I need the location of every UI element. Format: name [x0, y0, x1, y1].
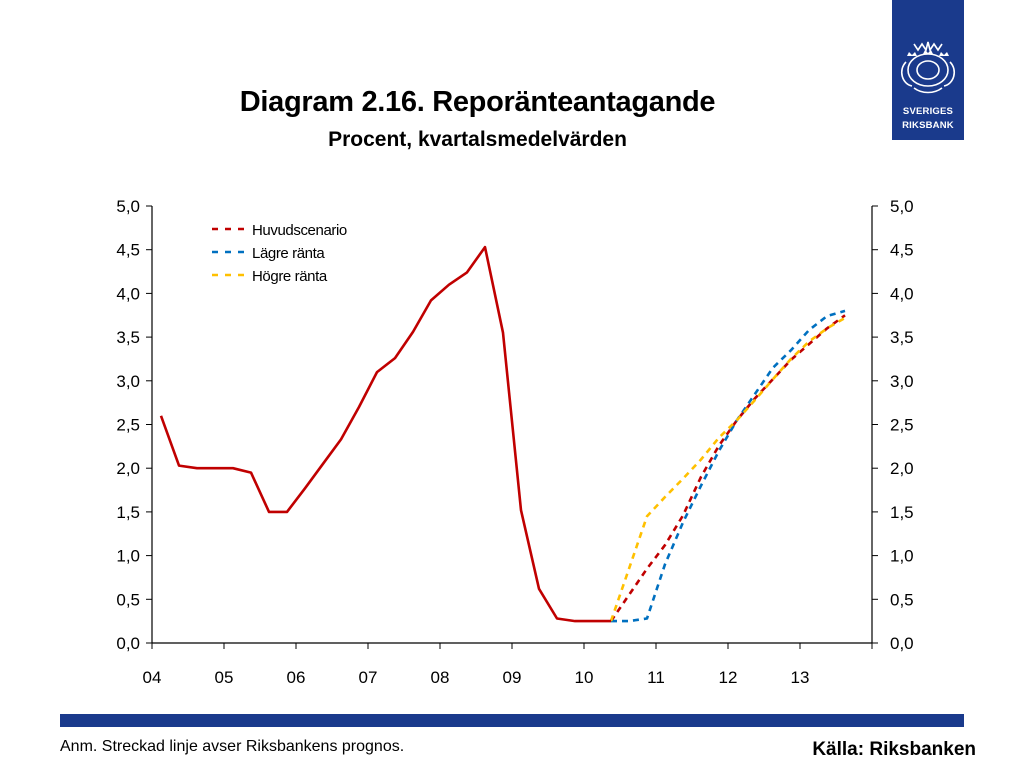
y-tick-label-right: 1,0: [890, 547, 914, 566]
legend-label: Lägre ränta: [252, 245, 325, 262]
y-tick-label-right: 4,0: [890, 284, 914, 303]
legend-label: Högre ränta: [252, 268, 328, 285]
series-line-outcome: [159, 245, 611, 623]
x-tick-label: 08: [431, 668, 450, 687]
y-tick-label-right: 5,0: [890, 197, 914, 216]
y-tick-label-left: 0,5: [116, 590, 140, 609]
y-tick-label-right: 3,0: [890, 372, 914, 391]
y-tick-label-right: 1,5: [890, 503, 914, 522]
y-tick-label-left: 1,5: [116, 503, 140, 522]
y-tick-label-right: 0,5: [890, 590, 914, 609]
x-tick-label: 05: [215, 668, 234, 687]
footnote: Anm. Streckad linje avser Riksbankens pr…: [60, 738, 405, 755]
y-tick-label-left: 3,5: [116, 328, 140, 347]
chart-subtitle: Procent, kvartalsmedelvärden: [328, 128, 627, 151]
source-label: Källa: Riksbanken: [812, 739, 976, 760]
chart-title: Diagram 2.16. Reporänteantagande: [239, 86, 716, 118]
crest-icon: [900, 41, 956, 94]
y-tick-label-right: 2,5: [890, 416, 914, 435]
x-tick-label: 10: [575, 668, 594, 687]
logo-line-1: SVERIGES: [902, 106, 954, 117]
y-tick-label-left: 2,0: [116, 459, 140, 478]
x-tick-label: 04: [143, 668, 162, 687]
x-tick-label: 06: [287, 668, 306, 687]
x-tick-label: 13: [791, 668, 810, 687]
y-tick-label-left: 4,0: [116, 284, 140, 303]
x-tick-label: 11: [647, 668, 665, 687]
series-line-forecast: [609, 314, 846, 622]
y-tick-label-right: 2,0: [890, 459, 914, 478]
x-tick-label: 09: [503, 668, 522, 687]
y-tick-label-left: 3,0: [116, 372, 140, 391]
y-tick-label-right: 0,0: [890, 634, 914, 653]
y-tick-label-right: 4,5: [890, 241, 914, 260]
logo-line-2: RIKSBANK: [902, 120, 954, 131]
y-tick-label-right: 3,5: [890, 328, 914, 347]
legend-label: Huvudscenario: [252, 222, 347, 239]
y-tick-label-left: 1,0: [116, 547, 140, 566]
series-line-forecast: [609, 316, 846, 622]
footer-bar: [60, 714, 964, 727]
y-tick-label-left: 5,0: [116, 197, 140, 216]
line-chart: 0,0 0,0 0,5 0,5 1,0 1,0 1,5 1,5 2,0 2,0 2,5 2,5 3,0 3…: [116, 197, 914, 687]
y-tick-label-left: 4,5: [116, 241, 140, 260]
x-tick-label: 07: [359, 668, 378, 687]
y-tick-label-left: 0,0: [116, 634, 140, 653]
series-line-forecast: [611, 309, 846, 623]
x-tick-label: 12: [719, 668, 738, 687]
y-tick-label-left: 2,5: [116, 416, 140, 435]
riksbank-logo: SVERIGES RIKSBANK: [892, 0, 964, 140]
